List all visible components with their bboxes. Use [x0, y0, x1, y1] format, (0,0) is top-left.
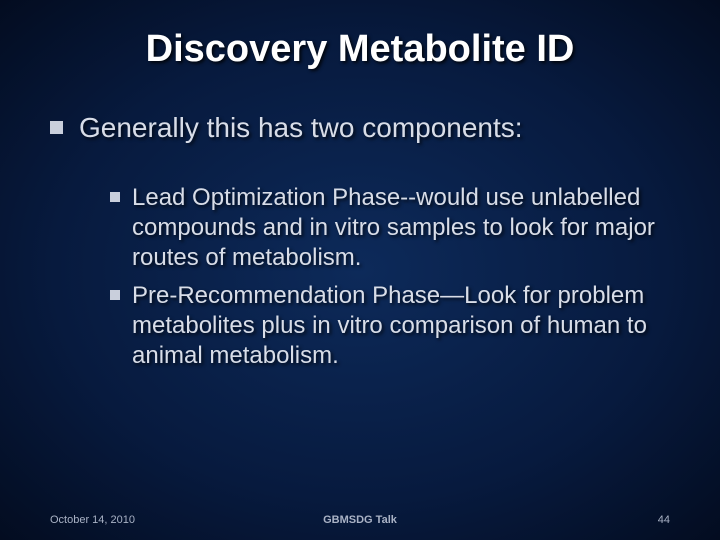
sub-bullet-text: Lead Optimization Phase--would use unlab…: [132, 183, 670, 273]
slide: Discovery Metabolite ID Generally this h…: [0, 0, 720, 540]
sub-bullet-text: Pre-Recommendation Phase—Look for proble…: [132, 281, 670, 371]
sub-bullet-list: Lead Optimization Phase--would use unlab…: [50, 183, 670, 371]
bullet-square-icon: [110, 290, 120, 300]
footer-center: GBMSDG Talk: [323, 514, 397, 526]
footer-date: October 14, 2010: [50, 514, 135, 526]
bullet-square-icon: [110, 192, 120, 202]
sub-bullet: Pre-Recommendation Phase—Look for proble…: [110, 281, 670, 371]
footer-page-number: 44: [658, 514, 670, 526]
slide-title: Discovery Metabolite ID: [50, 28, 670, 71]
main-bullet-text: Generally this has two components:: [79, 111, 523, 145]
main-bullet: Generally this has two components:: [50, 111, 670, 145]
sub-bullet: Lead Optimization Phase--would use unlab…: [110, 183, 670, 273]
slide-footer: October 14, 2010 GBMSDG Talk 44: [0, 514, 720, 526]
bullet-square-icon: [50, 121, 63, 134]
